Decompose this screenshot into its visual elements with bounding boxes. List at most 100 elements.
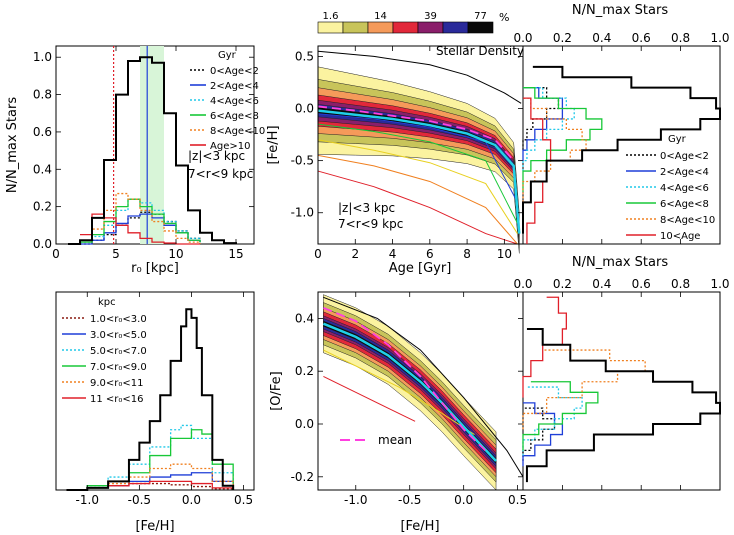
y-tick-label: -0.2	[291, 470, 314, 484]
colorbar-tick-label: 39	[424, 11, 437, 22]
series-4-age-6	[522, 87, 575, 172]
legend-title: Gyr	[218, 50, 237, 61]
panel-feh-histograms: 0.0 0.2 0.4 0.6 0.8 1.0 N/N_max Stars Gyr 0<Ag…	[513, 3, 730, 245]
series-1-0-r-3-0	[66, 482, 234, 491]
annotation-z: |z|<3 kpc	[338, 201, 395, 215]
x-tick-label: -0.5	[398, 493, 421, 507]
series-all	[68, 56, 237, 245]
y-tick-label: 0.8	[33, 88, 52, 102]
legend-label: Age>10	[210, 141, 250, 152]
colorbar-cell	[317, 21, 344, 34]
legend-label: 10<Age	[660, 231, 700, 242]
panel-ofe-histograms: 0.0 0.2 0.4 0.6 0.8 1.0 N/N_max Stars	[513, 255, 730, 491]
y-tick-label: 0.5	[295, 49, 314, 63]
colorbar-cell	[342, 21, 369, 34]
x-axis-label: [Fe/H]	[135, 519, 174, 534]
x-tick-label: 1.0	[710, 277, 729, 291]
colorbar-cell	[467, 21, 494, 34]
y-tick-label: 0.0	[295, 102, 314, 116]
x-tick-label: 8	[463, 247, 471, 261]
annotation-z: |z|<3 kpc	[188, 149, 245, 163]
legend-label: 9.0<r₀<11	[90, 378, 144, 389]
x-tick-label: 0.0	[513, 277, 532, 291]
x-tick-label: 6	[426, 247, 434, 261]
legend-label: 0<Age<2	[210, 66, 259, 77]
series-6-age-8	[80, 198, 201, 243]
legend-label: 6<Age<8	[660, 199, 709, 210]
colorbar-tick-label: 14	[374, 11, 387, 22]
plot-frame	[55, 291, 255, 491]
legend-label: 2<Age<4	[210, 81, 259, 92]
guide-curve	[317, 113, 518, 203]
y-tick-label: 0.4	[295, 311, 314, 325]
y-axis-label: N/N_max Stars	[5, 97, 20, 193]
legend-label: 7.0<r₀<9.0	[90, 362, 147, 373]
guide-curve	[317, 123, 518, 224]
x-tick-label: 4	[389, 247, 397, 261]
series-4-age-6	[522, 386, 583, 456]
fit-curve	[317, 109, 521, 234]
y-axis-label: [Fe/H]	[266, 125, 281, 164]
x-axis-label: N/N_max Stars	[572, 255, 668, 270]
colorbar-cell	[417, 21, 444, 34]
guide-curve	[323, 296, 524, 478]
x-tick-label: 0	[314, 247, 322, 261]
colorbar-unit: %	[499, 11, 509, 24]
x-tick-label: 5	[112, 247, 120, 261]
x-tick-label: 1.0	[710, 31, 729, 45]
x-tick-label: 0	[52, 247, 60, 261]
colorbar-cell	[392, 21, 419, 34]
x-axis-label: r₀ [kpc]	[131, 261, 179, 276]
y-tick-label: 0.2	[33, 200, 52, 214]
density-label: Stellar Density	[436, 44, 524, 58]
legend-label: 1.0<r₀<3.0	[90, 314, 147, 325]
colorbar-cell	[442, 21, 469, 34]
x-tick-label: 0.4	[592, 277, 611, 291]
legend-title: Gyr	[668, 134, 687, 145]
guide-curve	[323, 349, 475, 435]
legend-label: 8<Age<10	[210, 126, 265, 137]
colorbar-cell	[367, 21, 394, 34]
mean-legend-label: mean	[378, 433, 412, 447]
series-6-age-8	[522, 381, 599, 451]
x-tick-label: 0.8	[671, 31, 690, 45]
legend-label: 8<Age<10	[660, 215, 715, 226]
x-tick-label: 0.8	[671, 277, 690, 291]
series-0-age-2	[522, 407, 556, 461]
legend-label: 2<Age<4	[660, 167, 709, 178]
y-tick-label: 0.6	[33, 125, 52, 139]
mean-curve	[323, 307, 486, 452]
series-8-age-10	[80, 192, 201, 244]
y-axis-label: [O/Fe]	[269, 371, 284, 411]
panel-feh-distribution: -1.0 -0.5 0.0 0.5 [Fe/H] kpc 1.0<r₀<3.0 3.0<r…	[55, 291, 255, 534]
x-tick-label: 0.2	[553, 277, 572, 291]
x-tick-label: 0.6	[632, 31, 651, 45]
legend-title: kpc	[98, 297, 116, 308]
x-tick-label: 2	[351, 247, 359, 261]
y-tick-label: 0.4	[33, 162, 52, 176]
guide-curve	[323, 376, 416, 422]
series-2-age-4	[522, 402, 564, 467]
colorbar-tick-label: 77	[474, 11, 487, 22]
plot-frame	[522, 291, 721, 491]
mean-curve	[317, 105, 515, 162]
panel-r0-distribution: 0 5 10 15 0.0 0.2 0.4 0.6 0.8 1.0 r₀ [kpc] N/N_ma…	[5, 45, 265, 276]
legend-label: 5.0<r₀<7.0	[90, 346, 147, 357]
legend-label: 4<Age<6	[210, 96, 259, 107]
legend-label: 3.0<r₀<5.0	[90, 330, 147, 341]
series-8-age-10	[522, 97, 587, 203]
x-tick-label: -1.0	[76, 493, 99, 507]
x-tick-label: 0.5	[508, 493, 527, 507]
annotation-r: 7<r<9 kpc	[188, 167, 253, 181]
series-10-age	[522, 296, 567, 398]
x-tick-label: 0.2	[553, 31, 572, 45]
legend-label: 6<Age<8	[210, 111, 259, 122]
series-all	[66, 308, 235, 491]
y-tick-label: 0.0	[295, 417, 314, 431]
y-tick-label: 0.2	[295, 364, 314, 378]
x-tick-label: 0.4	[592, 31, 611, 45]
x-axis-label: Age [Gyr]	[389, 261, 452, 276]
x-tick-label: -0.5	[128, 493, 151, 507]
series-all	[522, 65, 721, 234]
